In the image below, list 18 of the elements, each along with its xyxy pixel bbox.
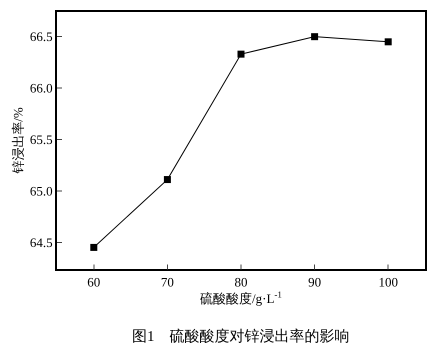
caption: 图1 硫酸酸度对锌浸出率的影响	[132, 328, 350, 345]
point	[164, 176, 171, 184]
x-tick-label: 70	[160, 274, 174, 290]
y-tick-label: 64.5	[30, 234, 53, 250]
x-tick-label: 100	[378, 274, 398, 290]
point	[90, 244, 98, 251]
x-tick-label: 80	[234, 274, 248, 290]
point	[311, 33, 318, 40]
point	[384, 38, 392, 46]
y-tick-label: 65.5	[30, 132, 53, 148]
x-axis-title: 硫酸酸度/g·L$^{-1}$	[200, 289, 282, 306]
y-tick-label: 66.5	[30, 29, 53, 44]
y-tick-label: 65.0	[30, 183, 53, 198]
x-tick-label: 60	[87, 274, 100, 290]
y-axis-title: 锌浸出率/%	[10, 107, 26, 175]
y-tick-label: 66.0	[30, 80, 53, 96]
x-tick-label: 90	[308, 274, 322, 290]
point	[238, 50, 244, 58]
